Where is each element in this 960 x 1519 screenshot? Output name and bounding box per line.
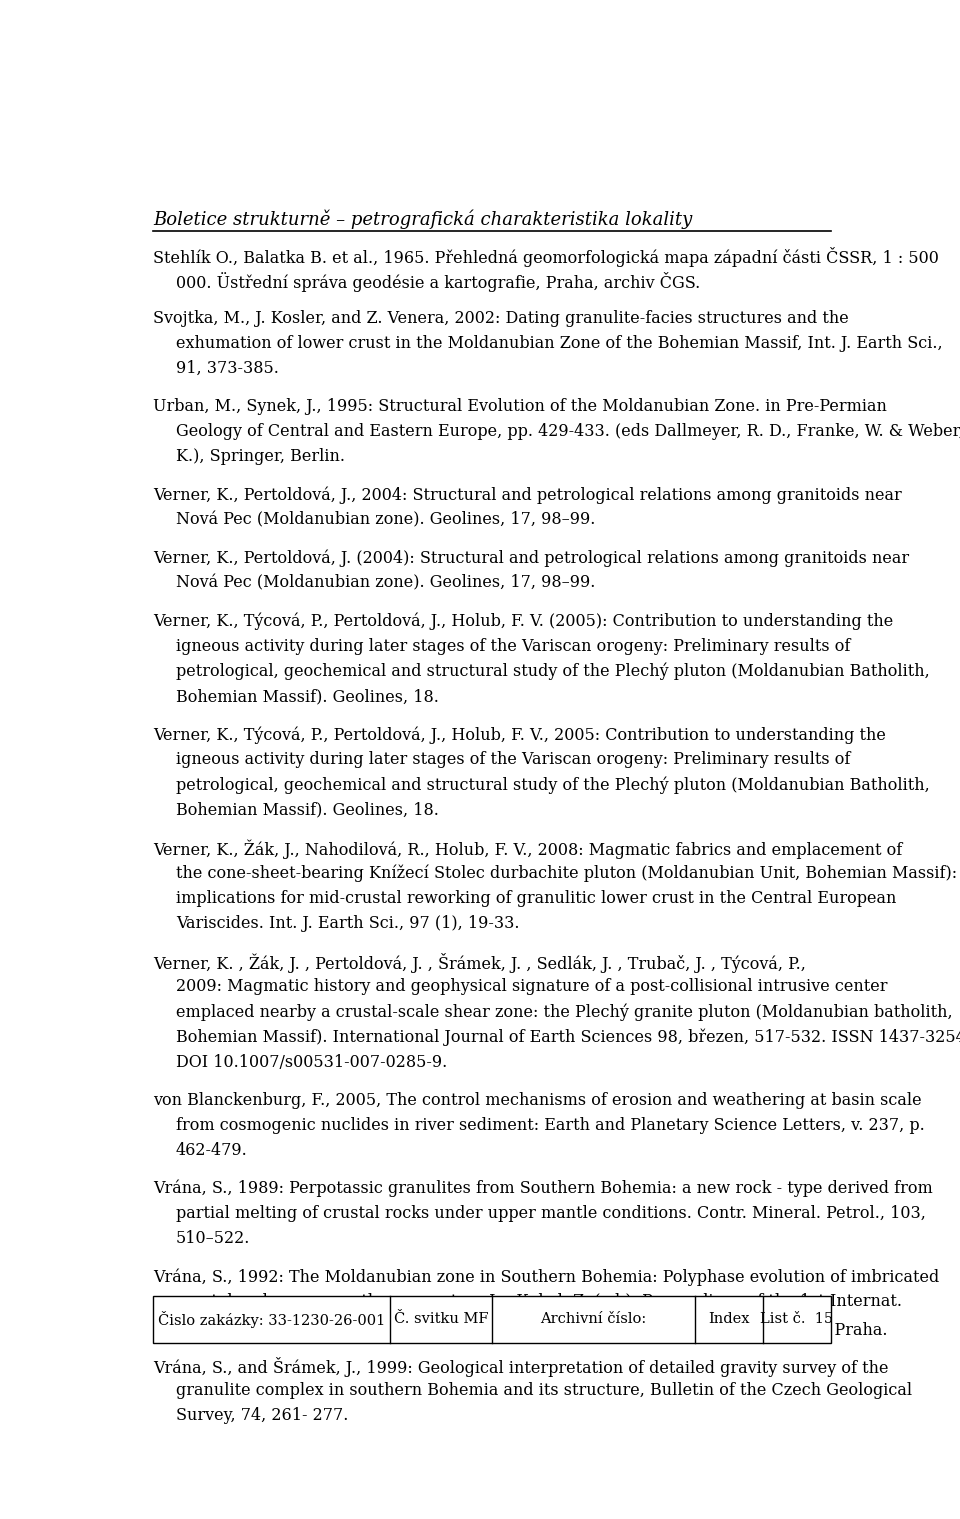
Text: 91, 373-385.: 91, 373-385. [176, 360, 278, 377]
Text: petrological, geochemical and structural study of the Plechý pluton (Moldanubian: petrological, geochemical and structural… [176, 662, 929, 681]
Text: 510–522.: 510–522. [176, 1230, 251, 1247]
Text: igneous activity during later stages of the Variscan orogeny: Preliminary result: igneous activity during later stages of … [176, 752, 851, 769]
Text: Verner, K., Týcová, P., Pertoldová, J., Holub, F. V. (2005): Contribution to und: Verner, K., Týcová, P., Pertoldová, J., … [154, 612, 894, 630]
Text: Conf. on the Bohemian Massif, Prague, Czechoslovakia, 331–336. Čes. geol. úst. P: Conf. on the Bohemian Massif, Prague, Cz… [176, 1318, 887, 1338]
Text: implications for mid-crustal reworking of granulitic lower crust in the Central : implications for mid-crustal reworking o… [176, 890, 897, 907]
Text: Boletice strukturně – petrografická charakteristika lokality: Boletice strukturně – petrografická char… [154, 210, 693, 229]
Text: the cone-sheet-bearing Knížecí Stolec durbachite pluton (Moldanubian Unit, Bohem: the cone-sheet-bearing Knížecí Stolec du… [176, 864, 957, 883]
Text: Stehlík O., Balatka B. et al., 1965. Přehledná geomorfologická mapa západní část: Stehlík O., Balatka B. et al., 1965. Pře… [154, 246, 939, 267]
Text: exhumation of lower crust in the Moldanubian Zone of the Bohemian Massif, Int. J: exhumation of lower crust in the Moldanu… [176, 334, 943, 352]
Text: 462-479.: 462-479. [176, 1142, 248, 1159]
Text: 000. Üstřední správa geodésie a kartografie, Praha, archiv ČGS.: 000. Üstřední správa geodésie a kartogra… [176, 272, 700, 292]
Text: Nová Pec (Moldanubian zone). Geolines, 17, 98–99.: Nová Pec (Moldanubian zone). Geolines, 1… [176, 512, 595, 529]
Text: emplaced nearby a crustal-scale shear zone: the Plechý granite pluton (Moldanubi: emplaced nearby a crustal-scale shear zo… [176, 1004, 952, 1021]
Text: Vrána, S., and Šrámek, J., 1999: Geological interpretation of detailed gravity s: Vrána, S., and Šrámek, J., 1999: Geologi… [154, 1356, 889, 1376]
Text: Verner, K., Pertoldová, J. (2004): Structural and petrological relations among g: Verner, K., Pertoldová, J. (2004): Struc… [154, 550, 910, 567]
Text: DOI 10.1007/s00531-007-0285-9.: DOI 10.1007/s00531-007-0285-9. [176, 1054, 447, 1071]
Bar [154, 1296, 830, 1343]
Text: Vrána, S., 1989: Perpotassic granulites from Southern Bohemia: a new rock - type: Vrána, S., 1989: Perpotassic granulites … [154, 1180, 933, 1197]
Text: igneous activity during later stages of the Variscan orogeny: Preliminary result: igneous activity during later stages of … [176, 638, 851, 655]
Text: Č. svitku MF: Č. svitku MF [394, 1312, 489, 1326]
Text: von Blanckenburg, F., 2005, The control mechanisms of erosion and weathering at : von Blanckenburg, F., 2005, The control … [154, 1092, 923, 1109]
Text: Nová Pec (Moldanubian zone). Geolines, 17, 98–99.: Nová Pec (Moldanubian zone). Geolines, 1… [176, 574, 595, 592]
Text: Verner, K., Žák, J., Nahodilová, R., Holub, F. V., 2008: Magmatic fabrics and em: Verner, K., Žák, J., Nahodilová, R., Hol… [154, 840, 902, 860]
Text: Bohemian Massif). Geolines, 18.: Bohemian Massif). Geolines, 18. [176, 802, 439, 819]
Text: Survey, 74, 261- 277.: Survey, 74, 261- 277. [176, 1407, 348, 1423]
Text: Index: Index [708, 1312, 750, 1326]
Text: Variscides. Int. J. Earth Sci., 97 (1), 19-33.: Variscides. Int. J. Earth Sci., 97 (1), … [176, 914, 519, 933]
Text: from cosmogenic nuclides in river sediment: Earth and Planetary Science Letters,: from cosmogenic nuclides in river sedime… [176, 1116, 924, 1133]
Text: Verner, K. , Žák, J. , Pertoldová, J. , Šrámek, J. , Sedlák, J. , Trubač, J. , T: Verner, K. , Žák, J. , Pertoldová, J. , … [154, 952, 806, 974]
Text: List č.  15: List č. 15 [760, 1312, 833, 1326]
Text: crustal and upper mantle segments. – In: Kukal, Z. (ed.): Proceedings of the 1st: crustal and upper mantle segments. – In:… [176, 1293, 901, 1311]
Text: partial melting of crustal rocks under upper mantle conditions. Contr. Mineral. : partial melting of crustal rocks under u… [176, 1205, 925, 1223]
Text: 2009: Magmatic history and geophysical signature of a post-collisional intrusive: 2009: Magmatic history and geophysical s… [176, 978, 887, 995]
Text: Čislo zakázky: 33-1230-26-001: Čislo zakázky: 33-1230-26-001 [158, 1311, 386, 1328]
Text: Archivní číslo:: Archivní číslo: [540, 1312, 647, 1326]
Text: K.), Springer, Berlin.: K.), Springer, Berlin. [176, 448, 345, 465]
Text: Verner, K., Týcová, P., Pertoldová, J., Holub, F. V., 2005: Contribution to unde: Verner, K., Týcová, P., Pertoldová, J., … [154, 726, 886, 744]
Text: granulite complex in southern Bohemia and its structure, Bulletin of the Czech G: granulite complex in southern Bohemia an… [176, 1382, 912, 1399]
Text: Bohemian Massif). International Journal of Earth Sciences 98, březen, 517-532. I: Bohemian Massif). International Journal … [176, 1028, 960, 1047]
Text: petrological, geochemical and structural study of the Plechý pluton (Moldanubian: petrological, geochemical and structural… [176, 776, 929, 794]
Text: Geology of Central and Eastern Europe, pp. 429-433. (eds Dallmeyer, R. D., Frank: Geology of Central and Eastern Europe, p… [176, 424, 960, 441]
Text: Verner, K., Pertoldová, J., 2004: Structural and petrological relations among gr: Verner, K., Pertoldová, J., 2004: Struct… [154, 486, 902, 504]
Text: Bohemian Massif). Geolines, 18.: Bohemian Massif). Geolines, 18. [176, 688, 439, 705]
Text: Urban, M., Synek, J., 1995: Structural Evolution of the Moldanubian Zone. in Pre: Urban, M., Synek, J., 1995: Structural E… [154, 398, 887, 415]
Text: Vrána, S., 1992: The Moldanubian zone in Southern Bohemia: Polyphase evolution o: Vrána, S., 1992: The Moldanubian zone in… [154, 1268, 940, 1285]
Text: Svojtka, M., J. Kosler, and Z. Venera, 2002: Dating granulite-facies structures : Svojtka, M., J. Kosler, and Z. Venera, 2… [154, 310, 850, 327]
